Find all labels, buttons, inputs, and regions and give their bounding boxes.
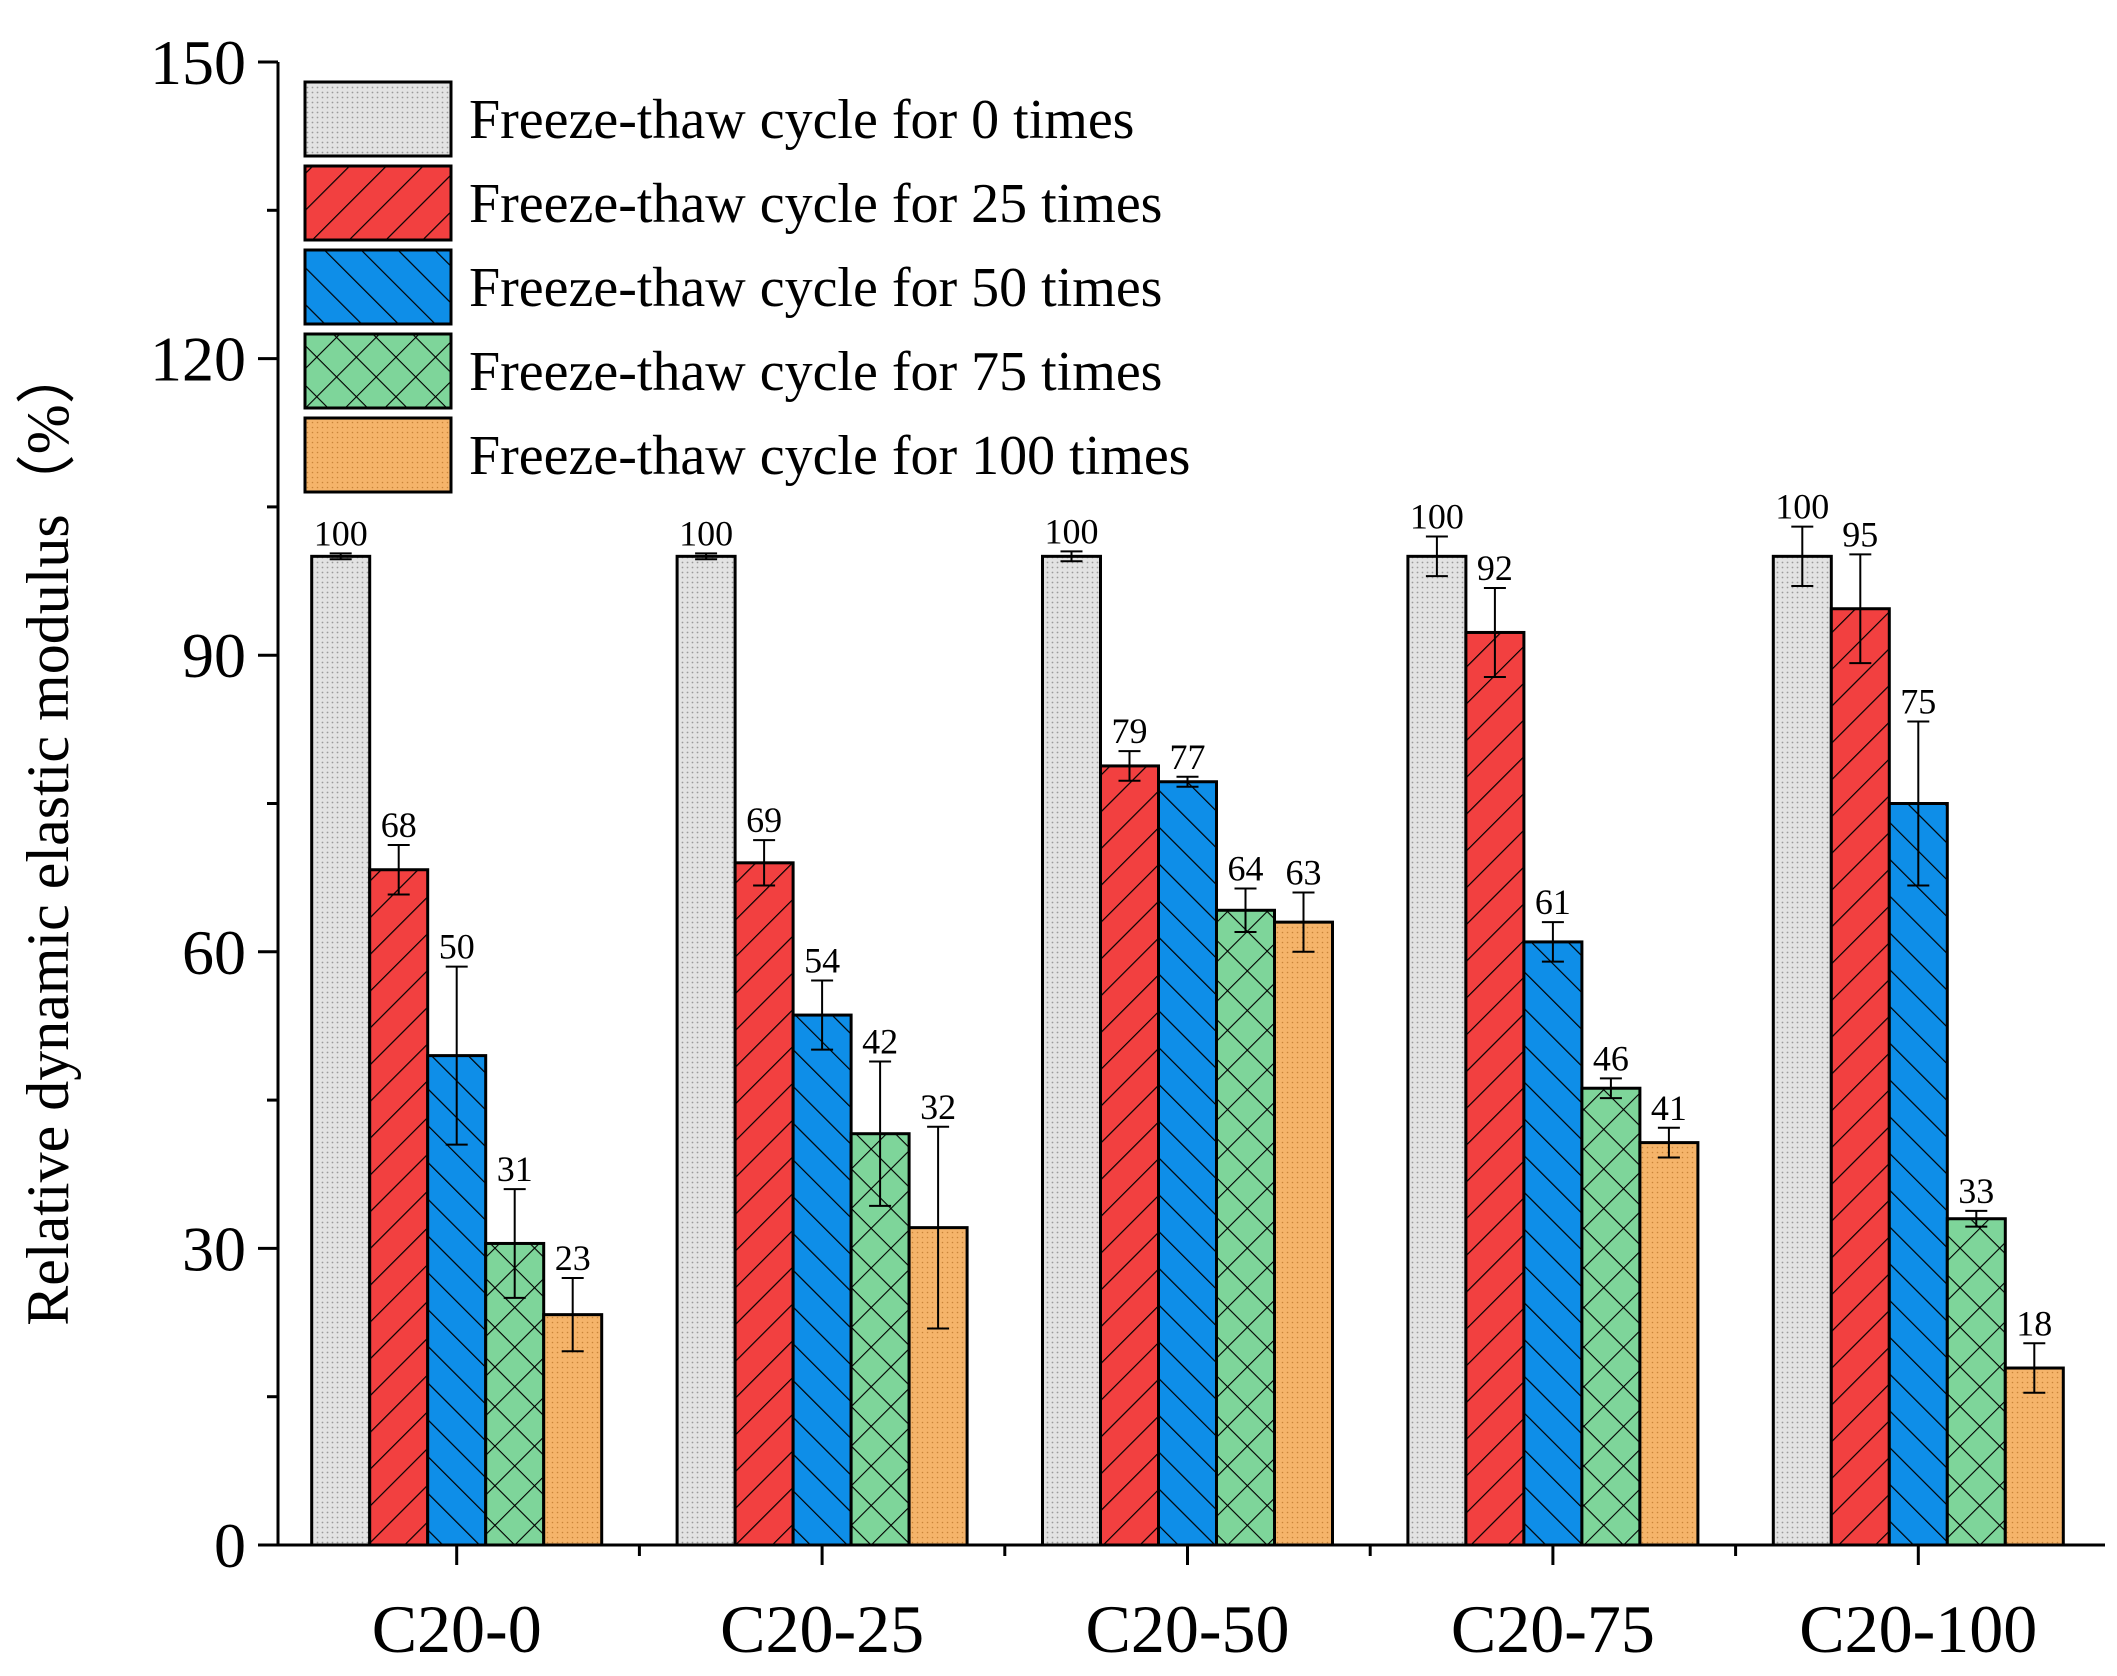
error-bars	[329, 525, 2046, 1394]
y-tick-label: 150	[150, 27, 246, 98]
error-bar	[387, 844, 410, 896]
x-tick-label: C20-50	[1086, 1591, 1290, 1667]
legend-swatch-series-5	[303, 416, 453, 494]
data-label: 95	[1842, 514, 1878, 554]
bar-C20-100-series-5	[2003, 1366, 2065, 1547]
data-label: 42	[862, 1022, 898, 1062]
data-label: 100	[679, 513, 733, 553]
legend-swatch-series-1	[303, 80, 453, 158]
y-tick-label: 60	[182, 917, 246, 988]
error-bar	[1060, 550, 1083, 563]
error-bar	[561, 1277, 584, 1353]
bar-C20-0-series-5	[542, 1313, 604, 1547]
data-label: 75	[1900, 681, 1936, 721]
bar-C20-75-series-5	[1638, 1141, 1700, 1547]
error-bar	[1657, 1126, 1680, 1159]
error-bar	[1965, 1209, 1988, 1228]
error-bar	[1849, 553, 1872, 665]
data-label: 23	[555, 1238, 591, 1278]
error-bar	[1292, 891, 1315, 953]
bar-C20-100-series-2	[1829, 607, 1891, 1547]
bars	[310, 554, 2065, 1547]
error-bar	[329, 552, 352, 561]
bar-C20-75-series-4	[1580, 1086, 1642, 1547]
error-bar	[2023, 1342, 2046, 1394]
data-label: 100	[314, 513, 368, 553]
x-tick-label: C20-0	[372, 1591, 542, 1667]
bar-C20-100-series-3	[1887, 802, 1949, 1547]
x-tick-label: C20-25	[720, 1591, 924, 1667]
error-bar	[1234, 887, 1257, 934]
error-bar	[1483, 586, 1506, 678]
bar-C20-25-series-1	[675, 554, 737, 1547]
error-bar	[1425, 535, 1448, 578]
data-label: 68	[381, 805, 417, 845]
data-label: 61	[1535, 882, 1571, 922]
error-bar	[503, 1188, 526, 1299]
data-label: 63	[1286, 852, 1322, 892]
legend-entry-series-3: Freeze-thaw cycle for 50 times	[469, 257, 1162, 319]
y-tick-label: 90	[182, 620, 246, 691]
legend-swatch-series-4	[303, 332, 453, 410]
data-label: 64	[1228, 849, 1264, 889]
error-bar	[1599, 1077, 1622, 1100]
data-label: 92	[1477, 548, 1513, 588]
x-tick-label: C20-100	[1799, 1591, 2037, 1667]
bar-C20-50-series-2	[1099, 764, 1160, 1547]
data-label: 79	[1112, 711, 1148, 751]
bar-C20-75-series-3	[1522, 940, 1584, 1547]
bar-C20-50-series-4	[1215, 908, 1276, 1547]
y-tick-label: 30	[182, 1213, 246, 1284]
legend-entry-series-5: Freeze-thaw cycle for 100 times	[469, 425, 1190, 487]
data-label: 50	[439, 927, 475, 967]
data-label: 69	[746, 800, 782, 840]
bar-C20-25-series-3	[791, 1013, 853, 1547]
data-label: 32	[920, 1087, 956, 1127]
error-bar	[869, 1060, 892, 1207]
data-label: 100	[1045, 511, 1099, 551]
legend-entry-series-2: Freeze-thaw cycle for 25 times	[469, 173, 1162, 235]
data-label: 77	[1170, 737, 1206, 777]
data-labels: 100 100 100 100 100 68 69 79 92 95 50 54 77 61 75 31 42 6…	[314, 487, 2053, 1344]
legend-entry-series-1: Freeze-thaw cycle for 0 times	[469, 89, 1134, 151]
data-label: 54	[804, 940, 840, 980]
bar-C20-50-series-3	[1157, 780, 1218, 1547]
data-label: 33	[1958, 1171, 1994, 1211]
bar-C20-100-series-4	[1945, 1217, 2007, 1547]
error-bar	[811, 979, 834, 1051]
error-bar	[753, 839, 776, 887]
data-label: 18	[2016, 1303, 2052, 1343]
error-bar	[1176, 775, 1199, 788]
legend-swatch-series-2	[303, 164, 453, 242]
error-bar	[1118, 750, 1141, 782]
y-axis-label: Relative dynamic elastic modulus（%）	[15, 344, 81, 1325]
bar-C20-75-series-1	[1406, 554, 1468, 1547]
error-bar	[1541, 921, 1564, 963]
error-bar	[1907, 720, 1930, 887]
bar-C20-75-series-2	[1464, 630, 1526, 1547]
bar-C20-0-series-1	[310, 554, 372, 1547]
axes: 0 30 60 90 120 150 C20-0 C20-25 C20-50 C20-75 C20-…	[150, 27, 2105, 1667]
y-tick-label: 0	[214, 1510, 246, 1581]
data-label: 31	[497, 1149, 533, 1189]
legend-swatch-series-3	[303, 248, 453, 326]
legend-entry-series-4: Freeze-thaw cycle for 75 times	[469, 341, 1162, 403]
error-bar	[927, 1125, 950, 1330]
bar-C20-50-series-1	[1041, 554, 1102, 1547]
error-bar	[1791, 525, 1814, 587]
bar-C20-100-series-1	[1771, 554, 1833, 1547]
bar-C20-25-series-2	[733, 861, 795, 1547]
bar-C20-0-series-2	[368, 868, 430, 1547]
data-label: 46	[1593, 1038, 1629, 1078]
data-label: 41	[1651, 1088, 1687, 1128]
error-bar	[695, 552, 718, 561]
legend: Freeze-thaw cycle for 0 times Freeze-thaw…	[303, 80, 1190, 494]
data-label: 100	[1410, 497, 1464, 537]
y-tick-label: 120	[150, 324, 246, 395]
error-bar	[445, 965, 468, 1146]
bar-C20-50-series-5	[1273, 920, 1334, 1547]
x-tick-label: C20-75	[1451, 1591, 1655, 1667]
data-label: 100	[1775, 487, 1829, 527]
